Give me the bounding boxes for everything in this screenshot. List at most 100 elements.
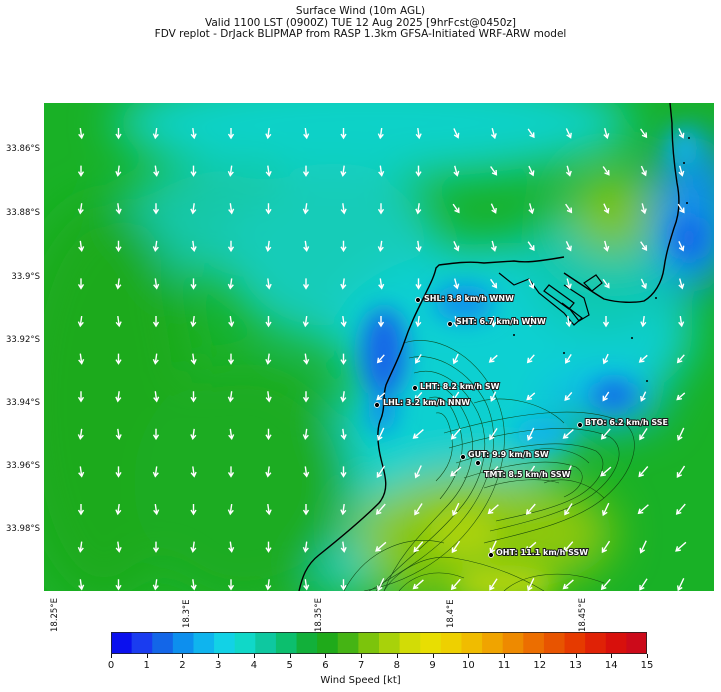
colorbar-ticks: 0 1 2 3 4 5 6 7 8 9 10 11 12 13 14 15 bbox=[107, 654, 653, 674]
wind-arrow bbox=[190, 428, 197, 441]
wind-arrow bbox=[77, 203, 84, 215]
wind-arrow bbox=[377, 240, 384, 253]
wind-arrow bbox=[490, 166, 498, 176]
station-marker[interactable]: OHT: 11.1 km/h SSW bbox=[488, 547, 589, 558]
wind-arrow bbox=[639, 540, 647, 554]
wind-arrow bbox=[565, 354, 572, 364]
wind-arrow bbox=[452, 391, 460, 402]
colorbar-segment bbox=[379, 632, 401, 654]
wind-arrow bbox=[526, 578, 535, 591]
wind-arrow bbox=[153, 503, 160, 516]
wind-arrow bbox=[526, 427, 535, 441]
wind-arrow bbox=[152, 541, 160, 553]
wind-arrow bbox=[265, 203, 272, 215]
wind-arrow bbox=[527, 128, 535, 139]
title-line-3: FDV replot - DrJack BLIPMAP from RASP 1.… bbox=[154, 28, 567, 40]
wind-arrow bbox=[77, 391, 85, 403]
colorbar-tick bbox=[253, 654, 255, 658]
station-marker[interactable]: LHT: 8.2 km/h SW bbox=[412, 381, 501, 392]
colorbar-tick-label: 0 bbox=[107, 660, 115, 671]
station-marker[interactable]: SHL: 3.8 km/h WNW bbox=[415, 293, 515, 304]
wind-arrow bbox=[415, 354, 422, 364]
wind-arrows bbox=[77, 127, 687, 591]
colorbar-segment bbox=[317, 632, 339, 654]
colorbar-tick-label: 8 bbox=[393, 660, 401, 671]
colorbar-tick-label: 2 bbox=[179, 660, 186, 671]
wind-arrow bbox=[639, 578, 648, 591]
wind-arrow bbox=[115, 466, 122, 478]
wind-arrow bbox=[265, 466, 272, 478]
wind-arrow bbox=[600, 578, 611, 591]
wind-arrow bbox=[115, 579, 122, 591]
lon-label: 18.45°E bbox=[578, 598, 588, 632]
wind-arrow bbox=[640, 278, 647, 290]
colorbar-segment bbox=[399, 632, 421, 654]
terrain-contours bbox=[343, 340, 635, 591]
wind-arrow bbox=[77, 504, 85, 516]
wind-arrow bbox=[452, 353, 459, 365]
wind-arrow bbox=[637, 504, 649, 515]
wind-arrow bbox=[412, 429, 424, 439]
wind-arrow bbox=[152, 316, 160, 328]
station-marker[interactable]: TMT: 8.5 km/h SSW bbox=[475, 460, 572, 480]
wind-arrow bbox=[563, 541, 574, 553]
wind-arrow bbox=[490, 203, 497, 214]
wind-arrow bbox=[115, 240, 122, 253]
wind-field-shading bbox=[44, 103, 714, 591]
colorbar-tick-label: 14 bbox=[604, 660, 618, 671]
station-marker[interactable]: BTO: 6.2 km/h SSE bbox=[577, 417, 669, 428]
wind-arrow bbox=[450, 428, 461, 440]
wind-arrow bbox=[601, 502, 610, 517]
wind-arrow bbox=[640, 391, 647, 402]
wind-arrow bbox=[227, 391, 234, 403]
wind-arrow bbox=[302, 278, 310, 290]
colorbar-segment bbox=[296, 632, 318, 654]
wind-arrow bbox=[525, 541, 537, 552]
wind-arrow bbox=[565, 203, 573, 214]
stations: SHL: 3.8 km/h WNW SHT: 6.7 km/h WNW LHT:… bbox=[374, 293, 669, 558]
wind-arrow bbox=[527, 315, 534, 328]
colorbar-segment bbox=[585, 632, 607, 654]
wind-arrow bbox=[115, 353, 122, 365]
wind-arrow bbox=[414, 503, 423, 516]
wind-arrow bbox=[676, 354, 685, 364]
wind-arrow bbox=[490, 127, 497, 140]
wind-arrow bbox=[115, 541, 122, 553]
wind-arrow bbox=[452, 203, 460, 214]
wind-arrow bbox=[302, 504, 310, 516]
wind-arrow bbox=[302, 203, 309, 215]
wind-arrow bbox=[414, 465, 422, 479]
colorbar-tick bbox=[432, 654, 434, 658]
colorbar-tick bbox=[289, 654, 291, 658]
wind-arrow bbox=[228, 428, 235, 441]
wind-arrow bbox=[562, 579, 574, 590]
wind-arrow bbox=[602, 391, 610, 402]
station-marker[interactable]: SHT: 6.7 km/h WNW bbox=[447, 316, 547, 327]
station-label: LHT: 8.2 km/h SW bbox=[420, 382, 500, 391]
station-label: GUT: 9.9 km/h SW bbox=[468, 450, 549, 459]
colorbar-tick bbox=[539, 654, 541, 658]
wind-arrow bbox=[451, 540, 461, 554]
wind-arrow bbox=[527, 241, 535, 251]
colorbar-segment bbox=[111, 632, 133, 654]
colorbar-tick bbox=[146, 654, 148, 658]
wind-map[interactable]: SHL: 3.8 km/h WNW SHT: 6.7 km/h WNW LHT:… bbox=[44, 103, 714, 591]
wind-arrow bbox=[526, 392, 536, 401]
title-line-1: Surface Wind (10m AGL) bbox=[295, 5, 426, 17]
station-marker[interactable]: LHL: 3.2 km/h NNW bbox=[374, 397, 471, 408]
wind-arrow bbox=[78, 127, 85, 140]
wind-arrow bbox=[152, 466, 159, 478]
wind-arrow bbox=[453, 278, 460, 290]
station-label: LHL: 3.2 km/h NNW bbox=[383, 398, 470, 407]
wind-arrow bbox=[115, 278, 122, 290]
station-marker[interactable]: GUT: 9.9 km/h SW bbox=[460, 449, 550, 460]
wind-arrow bbox=[640, 315, 647, 328]
wind-arrow bbox=[265, 391, 272, 403]
colorbar-tick bbox=[361, 654, 363, 658]
colorbar-segment bbox=[255, 632, 277, 654]
colorbar-tick bbox=[647, 654, 648, 658]
wind-arrow bbox=[190, 203, 197, 215]
lat-label: 33.86°S bbox=[6, 144, 40, 154]
wind-arrow bbox=[525, 503, 536, 515]
wind-arrow bbox=[676, 465, 686, 478]
